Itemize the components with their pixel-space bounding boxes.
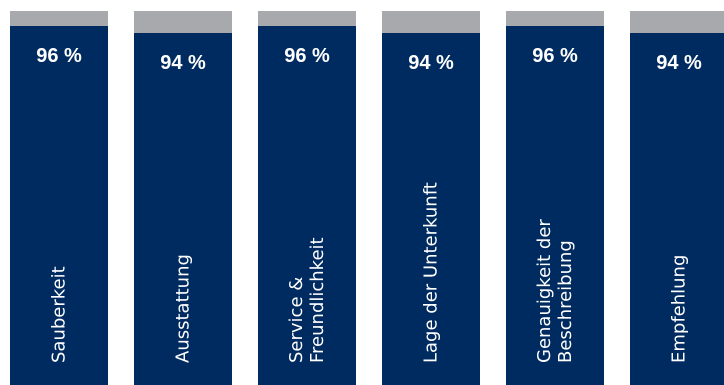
bar-value-label: 94 % — [408, 52, 454, 74]
bar — [258, 26, 356, 385]
bar — [506, 26, 604, 385]
bar-category-label: Sauberkeit — [48, 266, 70, 363]
bar-value-label: 96 % — [532, 45, 578, 67]
bar-category-label: Genauigkeit der Beschreibung — [534, 219, 576, 363]
bar-column: 94 % Ausstattung — [134, 11, 232, 385]
bar — [382, 33, 480, 385]
bar-category-label: Service & Freundlichkeit — [286, 237, 328, 363]
bar-column: 96 % Sauberkeit — [10, 11, 108, 385]
bar-value-label: 94 % — [656, 52, 702, 74]
bar-category-label: Empfehlung — [668, 254, 690, 363]
bar-column: 96 % Service & Freundlichkeit — [258, 11, 356, 385]
bar-column: 94 % Lage der Unterkunft — [382, 11, 480, 385]
bar-value-label: 94 % — [160, 52, 206, 74]
bar-value-label: 96 % — [36, 45, 82, 67]
bar-column: 96 % Genauigkeit der Beschreibung — [506, 11, 604, 385]
bar — [10, 26, 108, 385]
bar-column: 94 % Empfehlung — [630, 11, 724, 385]
bar — [630, 33, 724, 385]
bar-category-label: Lage der Unterkunft — [420, 182, 442, 363]
bar-value-label: 96 % — [284, 45, 330, 67]
bar — [134, 33, 232, 385]
bar-category-label: Ausstattung — [172, 254, 194, 363]
